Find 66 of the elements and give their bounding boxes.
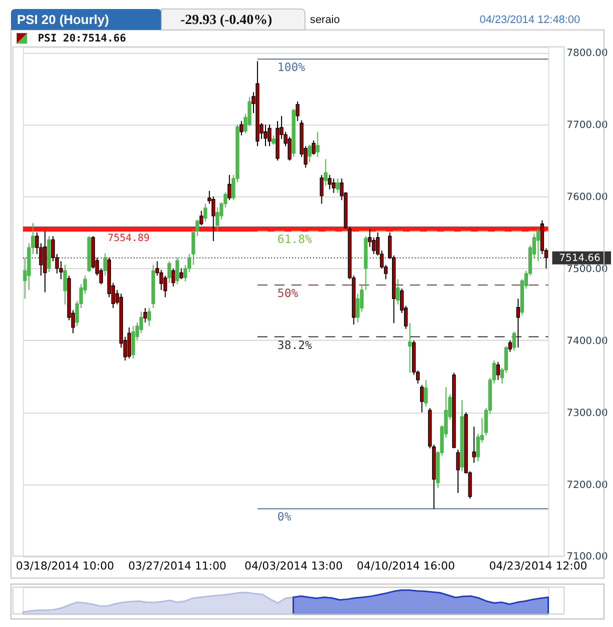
y-tick-label: 7700.00 xyxy=(566,120,608,132)
candlestick xyxy=(63,264,67,305)
candlestick xyxy=(228,174,232,201)
text: seraio xyxy=(310,14,340,26)
candlestick xyxy=(147,308,152,326)
candlestick xyxy=(200,210,204,226)
candlestick xyxy=(240,120,244,136)
candlestick xyxy=(127,326,132,359)
candlestick xyxy=(320,174,324,204)
candlestick xyxy=(508,340,512,352)
ref-line-label: 7514.66 xyxy=(559,252,600,264)
candlestick xyxy=(356,293,360,323)
y-tick-label: 7800.00 xyxy=(566,48,608,60)
candlestick xyxy=(316,131,320,158)
y-tick-label: 7300.00 xyxy=(566,408,608,419)
ref-line-label: 7554.89 xyxy=(108,232,150,244)
annotation: 38.2% xyxy=(277,338,312,352)
candlestick xyxy=(171,268,176,287)
candlestick xyxy=(516,298,520,348)
annotation: 100% xyxy=(277,60,306,74)
y-tick-label: 7400.00 xyxy=(566,336,608,347)
text: 04/23/2014 12:48:00 xyxy=(480,14,580,26)
candlestick xyxy=(456,449,460,494)
chart-title: PSI 20 (Hourly) xyxy=(16,12,109,27)
annotation: 61.8% xyxy=(277,232,312,246)
candlestick xyxy=(408,322,412,374)
candlestick xyxy=(143,308,148,323)
candlestick xyxy=(328,174,332,190)
candlestick xyxy=(139,311,144,334)
candlestick xyxy=(103,252,107,276)
x-tick-label: 04/03/2014 13:00 xyxy=(244,560,343,573)
y-tick-label: 7200.00 xyxy=(566,480,608,491)
candlestick xyxy=(512,331,516,351)
candlestick xyxy=(131,326,136,359)
candlestick xyxy=(296,101,300,122)
x-tick-label: 03/27/2014 11:00 xyxy=(128,560,226,573)
candlestick xyxy=(264,124,268,147)
candlestick xyxy=(175,257,180,285)
candlestick xyxy=(288,136,292,162)
candlestick xyxy=(420,384,424,413)
x-tick-label: 03/18/2014 10:00 xyxy=(16,560,114,573)
legend-label: PSI 20:7514.66 xyxy=(38,32,126,44)
annotation: 50% xyxy=(277,286,298,300)
candlestick xyxy=(204,203,208,222)
candlestick xyxy=(496,361,500,380)
candlestick xyxy=(472,426,476,464)
candlestick xyxy=(396,278,400,305)
candlestick xyxy=(368,228,372,248)
candlestick xyxy=(536,228,540,262)
candlestick xyxy=(179,268,184,280)
candlestick xyxy=(308,144,312,162)
x-tick-label: 04/10/2014 16:00 xyxy=(356,560,455,573)
chart-subtitle: -29.93 (-0.40%) xyxy=(180,12,273,28)
candlestick xyxy=(324,158,328,186)
y-tick-label: 7600.00 xyxy=(566,192,608,203)
candlestick xyxy=(268,124,272,147)
y-tick-label: 7500.00 xyxy=(566,264,608,275)
candlestick xyxy=(272,134,276,146)
candlestick xyxy=(216,206,220,232)
candlestick xyxy=(312,140,316,156)
candlestick xyxy=(336,178,340,194)
annotation: 0% xyxy=(277,510,292,524)
candlestick xyxy=(424,379,428,408)
candlestick xyxy=(332,178,336,194)
x-tick-label: 04/23/2014 12:00 xyxy=(489,560,588,573)
candlestick xyxy=(167,260,172,284)
